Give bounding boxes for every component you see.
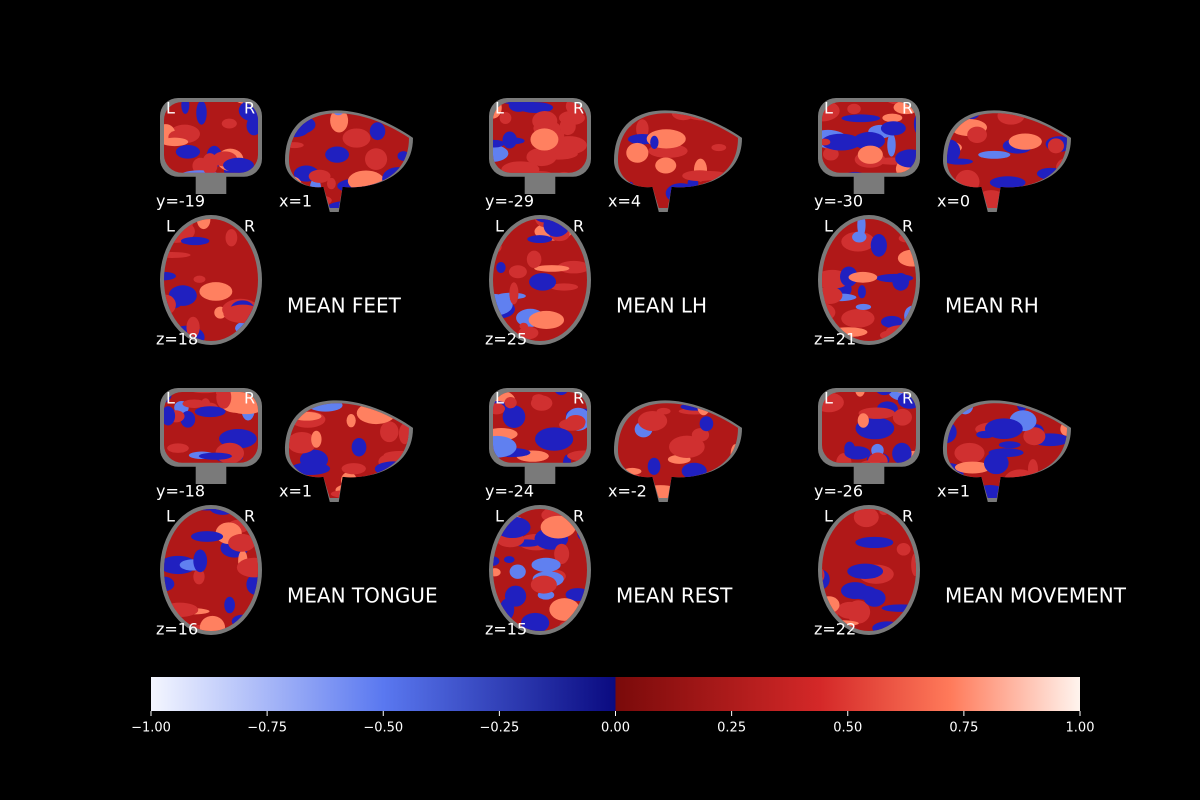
panel-title: MEAN MOVEMENT [945,584,1127,608]
coord-label: z=15 [485,620,527,639]
orientation-label: L [824,99,833,118]
coord-label: x=4 [608,192,641,211]
brain-slice [818,98,920,194]
orientation-label: R [573,99,584,118]
orientation-label: R [244,507,255,526]
tick-label: 0.00 [601,721,630,736]
tick-label: −0.25 [479,721,519,736]
colorbar [151,677,1080,711]
orientation-label: R [902,217,913,236]
tick-label: 1.00 [1066,721,1095,736]
orientation-label: R [902,389,913,408]
coord-label: z=18 [156,330,198,349]
orientation-label: R [244,99,255,118]
coord-label: y=-19 [156,192,205,211]
coord-label: y=-24 [485,482,534,501]
brain-slice [160,388,262,484]
coord-label: y=-29 [485,192,534,211]
orientation-label: L [166,217,175,236]
tick-label: −0.50 [363,721,403,736]
orientation-label: R [244,389,255,408]
panel-title: MEAN REST [616,584,733,608]
panel-title: MEAN LH [616,294,707,318]
orientation-label: R [573,217,584,236]
coord-label: x=-2 [608,482,647,501]
coord-label: y=-26 [814,482,863,501]
orientation-label: L [824,507,833,526]
orientation-label: L [166,389,175,408]
coord-label: x=0 [937,192,970,211]
orientation-label: L [495,389,504,408]
coord-label: x=1 [937,482,970,501]
panel-title: MEAN RH [945,294,1039,318]
coord-label: y=-18 [156,482,205,501]
orientation-label: L [824,389,833,408]
brain-slice [489,98,591,194]
orientation-label: R [573,507,584,526]
tick-label: 0.50 [833,721,862,736]
orientation-label: L [495,217,504,236]
brain-slice [818,215,920,345]
brain-slice [818,505,920,635]
panel-title: MEAN TONGUE [287,584,438,608]
brain-slice [943,110,1071,212]
orientation-label: R [244,217,255,236]
orientation-label: R [902,99,913,118]
tick-label: 0.25 [717,721,746,736]
coord-label: z=22 [814,620,856,639]
orientation-label: L [495,99,504,118]
tick-label: −0.75 [247,721,287,736]
orientation-label: L [824,217,833,236]
orientation-label: R [573,389,584,408]
coord-label: y=-30 [814,192,863,211]
brain-slice [818,388,920,484]
panel-title: MEAN FEET [287,294,402,318]
tick-label: −1.00 [131,721,171,736]
orientation-label: L [166,507,175,526]
coord-label: x=1 [279,482,312,501]
tick-label: 0.75 [949,721,978,736]
coord-label: x=1 [279,192,312,211]
orientation-label: L [166,99,175,118]
coord-label: z=25 [485,330,527,349]
coord-label: z=21 [814,330,856,349]
orientation-label: R [902,507,913,526]
brain-slice [160,98,262,194]
orientation-label: L [495,507,504,526]
brain-slice [160,215,262,345]
brain-slice [489,388,591,484]
coord-label: z=16 [156,620,198,639]
